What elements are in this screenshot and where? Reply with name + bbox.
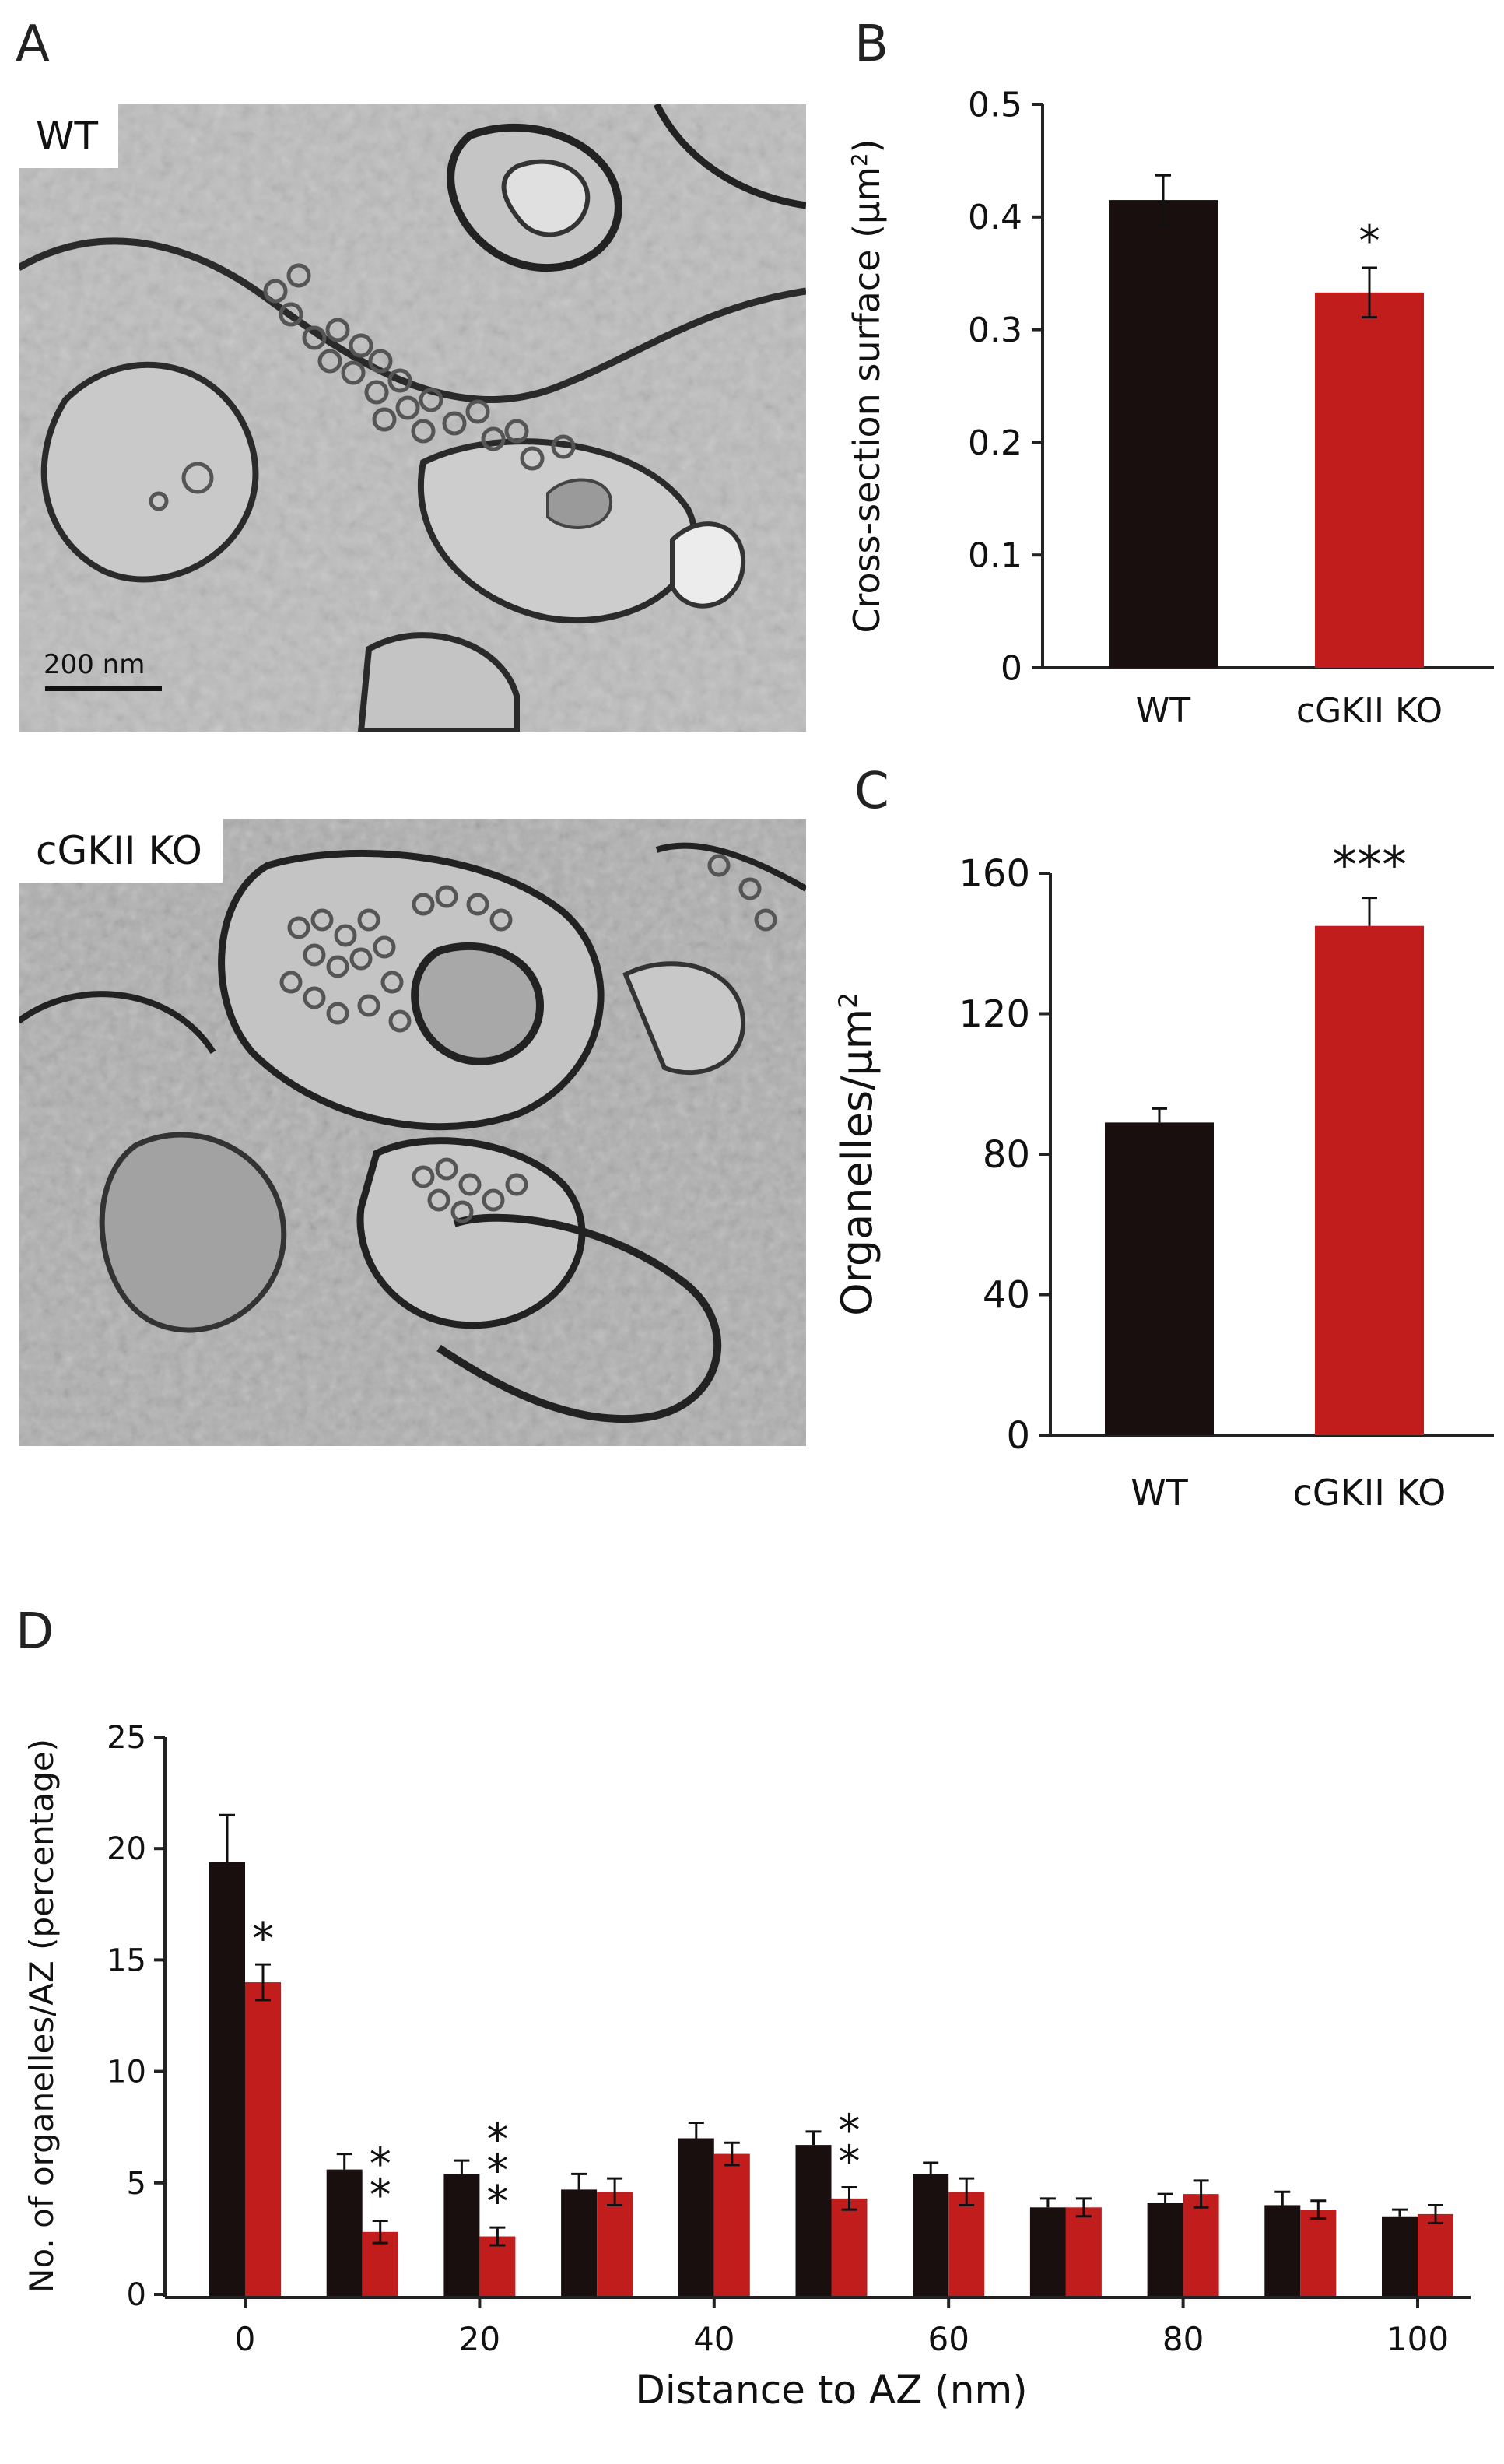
ko-bar	[1065, 2207, 1102, 2296]
wt-bar	[913, 2174, 949, 2296]
chart-b: 0 0.1 0.2 0.3 0.4 0.5 Cross-section surface (µ…	[848, 85, 1494, 731]
panel-c-letter: C	[854, 763, 889, 820]
y-tick-label: 25	[107, 1720, 146, 1756]
ko-bar	[1418, 2213, 1453, 2296]
x-category-label: WT	[1131, 1472, 1188, 1514]
y-tick-label: 10	[107, 2055, 146, 2090]
significance-marker: ***	[1332, 837, 1407, 895]
ko-bar	[1315, 925, 1424, 1435]
x-category-label: cGKII KO	[1293, 1472, 1446, 1514]
wt-bar	[1382, 2216, 1418, 2296]
y-tick-label: 160	[959, 852, 1030, 896]
significance-marker: *	[486, 2146, 508, 2196]
wt-bar	[443, 2174, 480, 2296]
ko-micrograph: cGKII KO	[19, 819, 806, 1446]
panel-a-letter: A	[16, 16, 50, 73]
wt-bar	[561, 2189, 598, 2296]
y-tick-label: 15	[107, 1943, 146, 1978]
wt-bar	[1029, 2207, 1066, 2296]
y-axis-label: Organelles/µm2	[833, 992, 882, 1316]
x-tick-label: 100	[1387, 2320, 1449, 2358]
y-tick-label: 40	[983, 1273, 1030, 1317]
wt-bar	[209, 1862, 245, 2296]
y-tick-label: 0	[1006, 1414, 1030, 1458]
ko-image-label: cGKII KO	[19, 819, 223, 883]
ko-bar	[1300, 2210, 1337, 2296]
y-tick-label: 5	[127, 2166, 146, 2202]
x-tick-label: 60	[927, 2320, 969, 2358]
wt-micrograph: WT 200 nm	[19, 104, 806, 732]
y-tick-label: 0.2	[968, 423, 1022, 463]
wt-image-label: WT	[19, 104, 118, 168]
x-tick-label: 80	[1162, 2320, 1204, 2358]
x-axis-label: Distance to AZ (nm)	[635, 2367, 1027, 2413]
y-tick-label: 0	[1001, 648, 1022, 688]
y-axis-label: Cross-section surface (µm2)	[848, 139, 888, 633]
significance-marker: *	[486, 2115, 508, 2165]
significance-marker: *	[839, 2106, 861, 2157]
panel-b-letter: B	[854, 16, 889, 73]
significance-marker: *	[1359, 216, 1380, 265]
panel-d-letter: D	[16, 1603, 54, 1661]
x-category-label: WT	[1136, 691, 1191, 731]
y-axis-label: No. of organelles/AZ (percentage)	[23, 1739, 61, 2293]
chart-c: 0 40 80 120 160 Organelles/µm2 WT cGKII KO ***	[833, 837, 1494, 1514]
y-tick-label: 80	[983, 1133, 1030, 1177]
wt-bar	[1264, 2205, 1301, 2296]
wt-bar	[1105, 1122, 1214, 1435]
scale-bar-label: 200 nm	[44, 649, 145, 680]
scale-bar	[45, 686, 162, 691]
significance-marker: *	[370, 2170, 391, 2220]
ko-bar	[1315, 292, 1424, 668]
ko-bar	[245, 1982, 281, 2296]
x-tick-label: 20	[459, 2320, 500, 2358]
chart-d: 0 5 10 15 20 25 0 20 40 60 80 100 No. of organelles/…	[23, 1720, 1471, 2413]
ko-bar	[831, 2198, 868, 2296]
ko-bar	[1183, 2194, 1219, 2296]
ko-bar	[597, 2192, 633, 2296]
y-tick-label: 0	[127, 2277, 146, 2313]
y-tick-label: 0.3	[968, 311, 1022, 350]
ko-bar	[713, 2153, 750, 2296]
x-category-label: cGKII KO	[1296, 691, 1443, 731]
wt-bar	[1109, 200, 1218, 668]
y-tick-label: 20	[107, 1831, 146, 1867]
y-tick-label: 0.1	[968, 536, 1022, 576]
significance-marker: *	[839, 2137, 861, 2188]
wt-bar	[1147, 2203, 1183, 2296]
significance-marker: *	[370, 2139, 391, 2189]
significance-marker: *	[486, 2177, 508, 2227]
ko-bar	[948, 2192, 985, 2296]
wt-bar	[326, 2169, 363, 2296]
y-tick-label: 0.4	[968, 198, 1022, 237]
wt-bar	[795, 2145, 832, 2296]
y-tick-label: 0.5	[968, 85, 1022, 125]
x-tick-label: 40	[693, 2320, 734, 2358]
wt-bar	[678, 2138, 714, 2296]
significance-marker: *	[252, 1914, 274, 1964]
y-tick-label: 120	[959, 992, 1030, 1036]
x-tick-label: 0	[235, 2320, 256, 2358]
